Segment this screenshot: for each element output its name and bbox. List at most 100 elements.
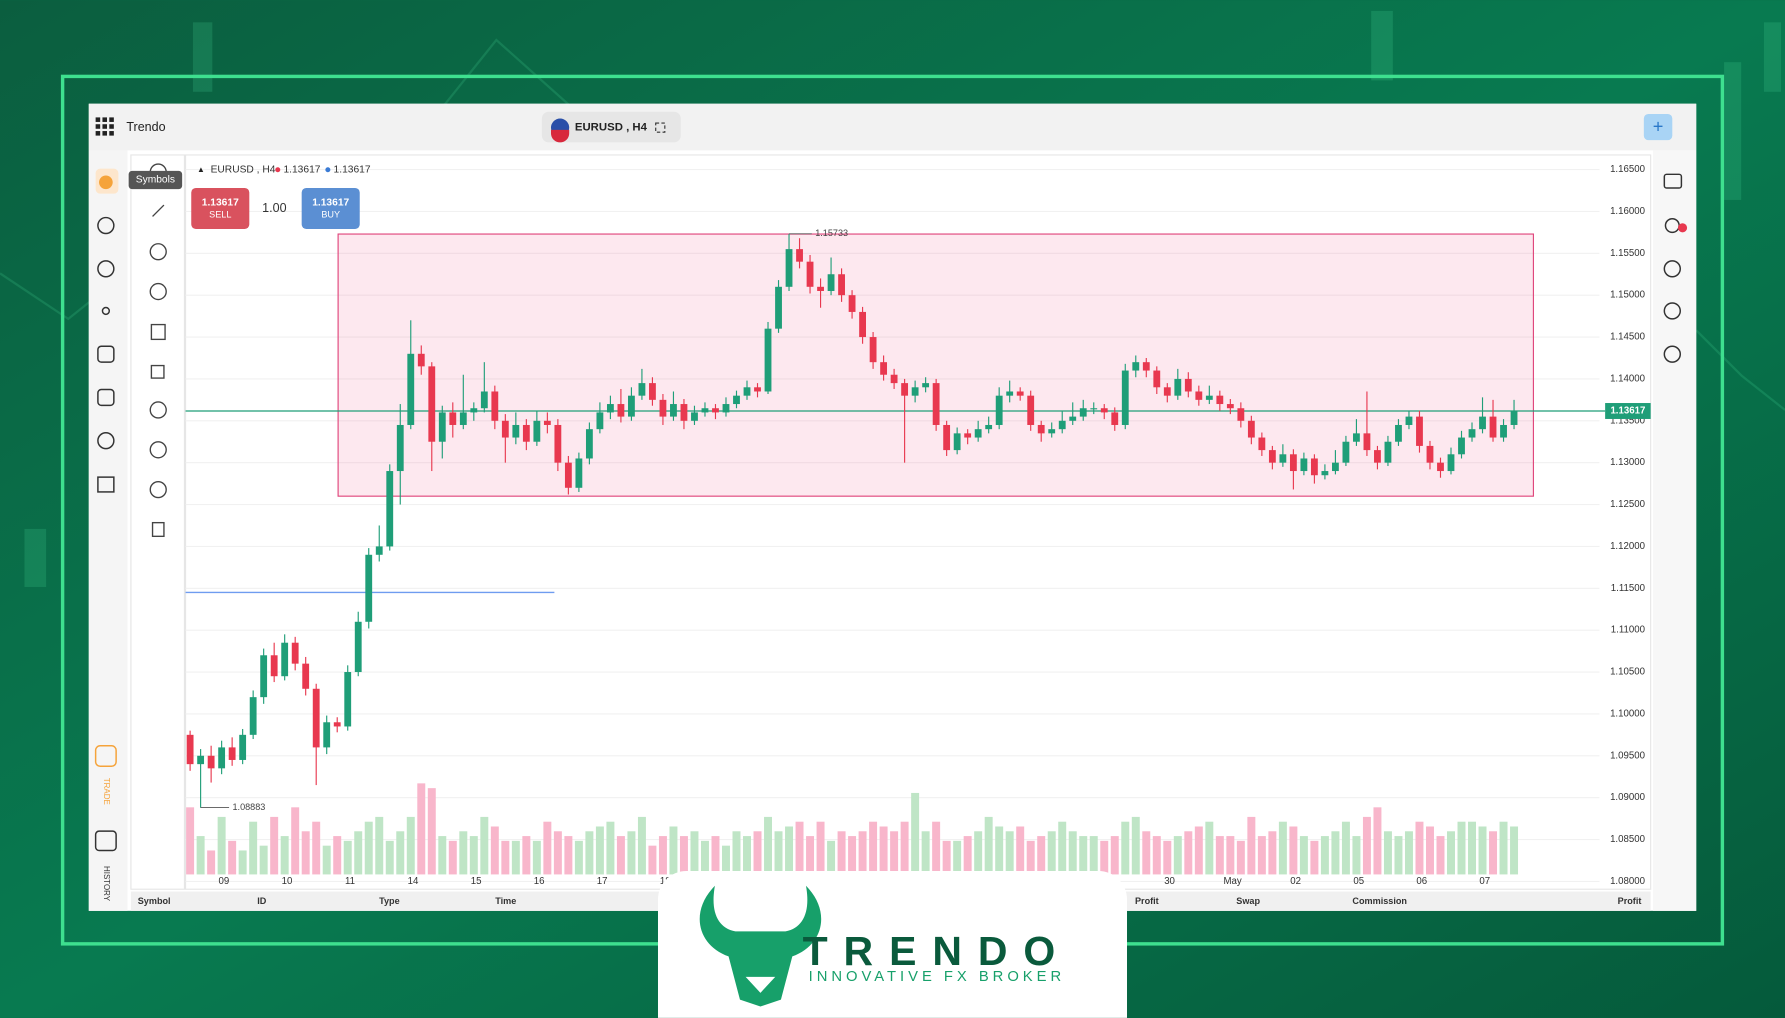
- x-tick-label: May: [1223, 876, 1241, 887]
- volume-bar: [511, 840, 520, 875]
- volume-bar: [595, 826, 604, 875]
- nav-history[interactable]: [97, 431, 115, 450]
- menu-icon[interactable]: [95, 117, 114, 136]
- candle-body: [890, 374, 898, 384]
- volume-bar: [1278, 821, 1287, 875]
- x-tick-label: 14: [408, 876, 419, 887]
- nav-calendar[interactable]: [97, 388, 115, 407]
- bg-candle: [1371, 10, 1393, 81]
- nav-signal[interactable]: [101, 306, 111, 316]
- fullscreen-icon[interactable]: [655, 122, 666, 133]
- volume-bar: [953, 840, 962, 875]
- volume-bar: [785, 826, 794, 875]
- candle-body: [207, 755, 215, 769]
- volume-bar: [564, 836, 573, 875]
- volume-bar: [228, 840, 237, 875]
- lot-size[interactable]: 1.00: [262, 201, 286, 215]
- volume-bar: [1478, 826, 1487, 875]
- volume-bar: [774, 831, 783, 875]
- volume-bar: [522, 836, 531, 875]
- tool-trendline[interactable]: [152, 204, 165, 217]
- candle-body: [932, 383, 940, 425]
- bg-line: [1695, 329, 1785, 411]
- candle-body: [585, 429, 593, 459]
- candle-body: [817, 286, 824, 291]
- candle-body: [1310, 458, 1318, 476]
- candle-body: [1300, 458, 1308, 472]
- x-tick-label: 10: [282, 876, 293, 887]
- right-chat[interactable]: [1663, 173, 1683, 189]
- candle-body: [617, 404, 625, 417]
- nav-deposit[interactable]: [97, 216, 115, 235]
- nav-gift[interactable]: [97, 476, 115, 493]
- tool-delete[interactable]: [151, 521, 165, 538]
- volume-bar: [448, 840, 457, 875]
- chart: 1.16500 1.16000 1.15500 1.15000 1.14500 1.140…: [185, 164, 1651, 887]
- volume-bar: [543, 821, 552, 875]
- tool-zoom-out[interactable]: [149, 441, 167, 459]
- volume-bar: [627, 831, 636, 875]
- tool-settings[interactable]: [149, 480, 167, 499]
- tool-zoom-in[interactable]: [149, 401, 167, 419]
- volume-bar: [1457, 821, 1466, 875]
- right-list[interactable]: [1663, 302, 1682, 320]
- right-news[interactable]: [1663, 260, 1682, 278]
- volume-bar: [1320, 836, 1329, 875]
- sell-price: 1.13617: [202, 197, 239, 208]
- candle-body: [712, 408, 719, 413]
- candle-body: [1331, 462, 1339, 472]
- volume-bar: [312, 821, 321, 875]
- column-header: Swap: [1236, 896, 1260, 906]
- candle-body: [375, 546, 383, 555]
- column-header: Symbol: [138, 896, 171, 906]
- buy-button[interactable]: [301, 187, 360, 229]
- candle-body: [1447, 454, 1455, 472]
- nav-analytics[interactable]: [97, 345, 115, 363]
- candle-body: [1468, 429, 1476, 438]
- candle-body: [1416, 416, 1423, 446]
- y-tick-label: 1.14500: [1610, 332, 1645, 343]
- candle-body: [691, 412, 698, 421]
- candle-body: [302, 663, 310, 689]
- add-button[interactable]: [1643, 113, 1673, 141]
- candle-body: [1458, 437, 1465, 455]
- volume-bar: [816, 821, 825, 875]
- bid-dot: [275, 167, 281, 173]
- volume-bar: [795, 821, 804, 875]
- candle-body: [1247, 420, 1255, 438]
- candle-body: [197, 755, 205, 765]
- y-tick-label: 1.15500: [1610, 248, 1645, 259]
- y-tick-label: 1.16000: [1610, 206, 1645, 217]
- volume-bar: [532, 840, 541, 875]
- symbol-pill[interactable]: [541, 111, 681, 143]
- trade-icon[interactable]: [94, 745, 117, 768]
- volume-bar: [490, 826, 499, 875]
- y-tick-label: 1.13500: [1610, 415, 1645, 426]
- candle-body: [827, 274, 835, 291]
- candle-body: [260, 655, 268, 698]
- price-tag-label: 1.13617: [1610, 406, 1645, 417]
- nav-home[interactable]: [99, 175, 113, 190]
- candle-body: [1258, 437, 1266, 451]
- volume-bar: [1447, 831, 1455, 875]
- right-info[interactable]: [1663, 345, 1682, 363]
- history-icon[interactable]: [94, 830, 117, 852]
- nav-withdraw[interactable]: [97, 260, 115, 278]
- volume-bar: [1226, 836, 1235, 875]
- collapse-arrow[interactable]: ▲: [197, 165, 205, 174]
- tool-shapes[interactable]: [149, 282, 167, 301]
- chart-panel: [184, 154, 1652, 890]
- candle-body: [228, 747, 236, 760]
- candle-body: [1153, 370, 1161, 388]
- tool-clone[interactable]: [150, 364, 165, 379]
- tool-text[interactable]: [150, 323, 166, 341]
- candle-body: [743, 387, 751, 396]
- volume-bar: [469, 836, 478, 875]
- volume-bar: [669, 826, 678, 875]
- sell-button[interactable]: [191, 187, 250, 229]
- candle-body: [1342, 441, 1350, 463]
- tool-fib[interactable]: [149, 243, 167, 261]
- volume-bar: [1289, 826, 1298, 875]
- candle-body: [428, 366, 436, 442]
